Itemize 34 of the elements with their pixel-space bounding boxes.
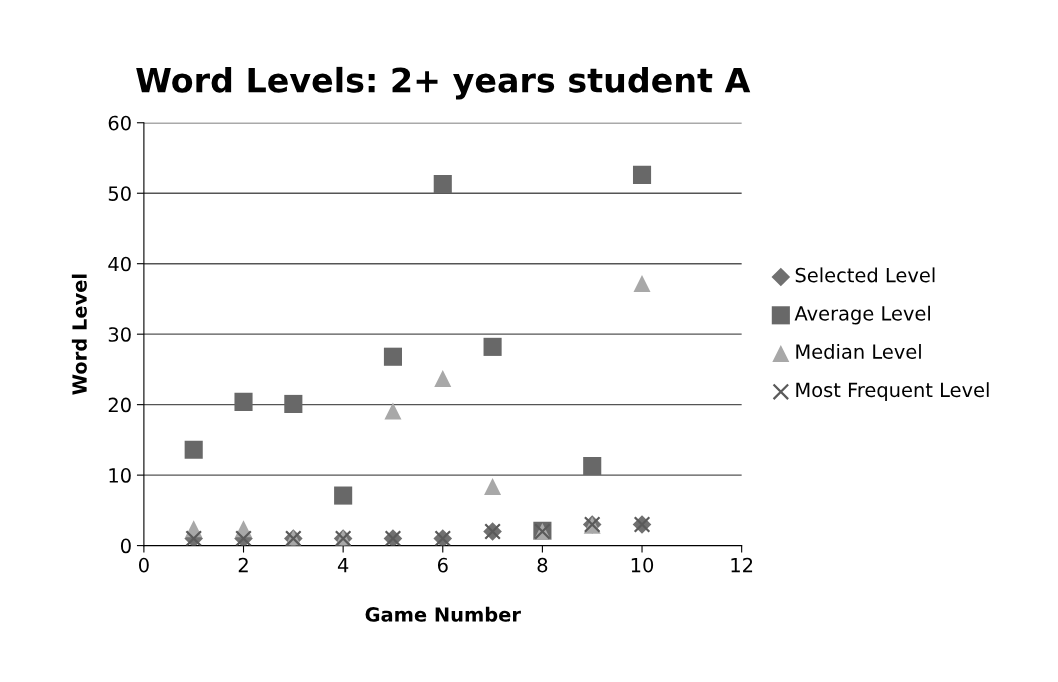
- point: [633, 274, 651, 292]
- y-tick-label: 0: [120, 538, 131, 554]
- point: [433, 175, 452, 194]
- point: [284, 394, 303, 413]
- y-tick-label: 20: [108, 397, 131, 413]
- point: [632, 165, 652, 184]
- y-tick-label: 50: [108, 186, 131, 201]
- x-tick-label: 6: [437, 557, 448, 573]
- x-tick-label: 0: [138, 557, 149, 573]
- y-axis-title: Word Level: [71, 274, 87, 395]
- point: [184, 440, 203, 459]
- point: [334, 486, 353, 505]
- point: [383, 347, 403, 366]
- point: [384, 402, 402, 420]
- legend-label: Most Frequent Level: [796, 382, 989, 401]
- x-tick-label: 2: [238, 557, 248, 573]
- y-tick-label: 30: [108, 327, 131, 342]
- legend-label: Average Level: [794, 305, 930, 325]
- x-tick-label: 12: [731, 557, 753, 573]
- chart-title: Word Levels: 2+ years student A: [136, 66, 751, 100]
- legend-label: Selected Level: [795, 267, 935, 283]
- legend-label: Median Level: [796, 343, 921, 359]
- point: [483, 337, 502, 356]
- y-tick-label: 40: [108, 256, 131, 272]
- x-axis-title: Game Number: [365, 606, 521, 622]
- x-tick-label: 10: [631, 557, 654, 573]
- point: [434, 370, 452, 388]
- point: [583, 456, 602, 476]
- point: [484, 477, 502, 495]
- y-tick-label: 10: [109, 468, 131, 483]
- y-tick-label: 60: [108, 115, 131, 131]
- x-tick-label: 8: [537, 557, 548, 573]
- point: [234, 392, 253, 411]
- x-tick-label: 4: [337, 558, 349, 573]
